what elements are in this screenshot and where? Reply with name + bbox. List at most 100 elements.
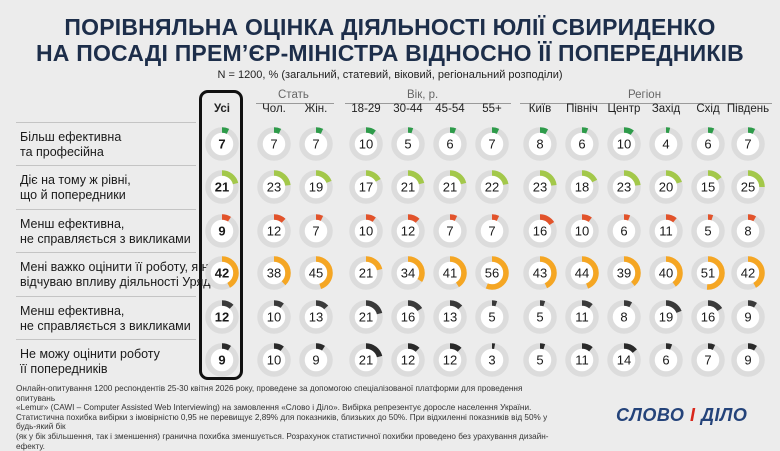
donut-arc: [299, 127, 333, 161]
donut-mark: 8: [607, 300, 641, 334]
donut-value-label: 19: [309, 180, 323, 195]
donut-value-label: 42: [741, 266, 755, 281]
donut-mark: 34: [391, 256, 425, 290]
donut-mark: 7: [299, 214, 333, 248]
donut-value-label: 17: [359, 180, 373, 195]
column-header: 45-54: [435, 103, 465, 115]
donut-arc: [475, 300, 509, 334]
donut-value-label: 8: [620, 310, 627, 325]
donut-mark: 9: [205, 343, 239, 377]
donut-arc: [205, 127, 239, 161]
donut-mark: 25: [731, 170, 765, 204]
donut-arc: [475, 256, 509, 290]
column-header: 55+: [482, 103, 502, 115]
donut-arc: [433, 343, 467, 377]
donut-value-label: 38: [267, 266, 281, 281]
row-label: Мені важко оцінити її роботу, я не відчув…: [20, 260, 216, 289]
donut-value-label: 51: [701, 266, 715, 281]
donut-mark: 7: [299, 127, 333, 161]
column-header: Південь: [726, 103, 770, 115]
donut-mark: 7: [433, 214, 467, 248]
column-header: Схід: [696, 103, 720, 115]
donut-arc: [391, 343, 425, 377]
donut-value-label: 12: [401, 224, 415, 239]
donut-arc: [607, 170, 641, 204]
donut-arc: [391, 127, 425, 161]
footer-line: «Lemur» (CAWI – Computer Assisted Web In…: [16, 403, 532, 413]
donut-value-label: 16: [533, 224, 547, 239]
donut-arc: [731, 300, 765, 334]
donut-mark: 42: [731, 256, 765, 290]
donut-mark: 16: [691, 300, 725, 334]
donut-mark: 3: [475, 343, 509, 377]
donut-value-label: 6: [578, 137, 585, 152]
donut-arc: [523, 170, 557, 204]
donut-arc: [649, 214, 683, 248]
donut-mark: 10: [349, 127, 383, 161]
column-header: Чол.: [262, 103, 286, 115]
donut-arc: [257, 300, 291, 334]
donut-value-label: 10: [359, 224, 373, 239]
donut-value-label: 21: [401, 180, 415, 195]
column-header: Усі: [213, 103, 231, 115]
donut-mark: 16: [391, 300, 425, 334]
donut-arc: [731, 127, 765, 161]
donut-mark: 7: [731, 127, 765, 161]
donut-mark: 10: [607, 127, 641, 161]
donut-value-label: 16: [401, 310, 415, 325]
donut-mark: 13: [433, 300, 467, 334]
donut-arc: [475, 343, 509, 377]
donut-arc: [433, 214, 467, 248]
donut-mark: 12: [257, 214, 291, 248]
donut-value-label: 21: [215, 180, 229, 195]
donut-arc: [731, 343, 765, 377]
donut-mark: 23: [257, 170, 291, 204]
title-line-1: ПОРІВНЯЛЬНА ОЦІНКА ДІЯЛЬНОСТІ ЮЛІЇ СВИРИ…: [64, 14, 716, 40]
donut-value-label: 25: [741, 180, 755, 195]
donut-mark: 40: [649, 256, 683, 290]
donut-value-label: 7: [488, 224, 495, 239]
donut-mark: 15: [691, 170, 725, 204]
donut-mark: 6: [649, 343, 683, 377]
donut-mark: 51: [691, 256, 725, 290]
donut-arc: [649, 300, 683, 334]
column-header: Центр: [607, 103, 641, 115]
donut-arc: [257, 170, 291, 204]
donut-arc: [349, 214, 383, 248]
donut-arc: [433, 300, 467, 334]
donut-value-label: 5: [704, 224, 711, 239]
donut-arc: [257, 256, 291, 290]
donut-value-label: 13: [443, 310, 457, 325]
donut-arc: [349, 127, 383, 161]
donut-arc: [299, 256, 333, 290]
donut-value-label: 11: [575, 353, 589, 368]
donut-mark: 38: [257, 256, 291, 290]
donut-value-label: 41: [443, 266, 457, 281]
donut-mark: 9: [299, 343, 333, 377]
donut-value-label: 21: [359, 310, 373, 325]
footer-line: (як у бік збільшення, так і зменшення) г…: [16, 431, 549, 451]
donut-value-label: 5: [488, 310, 495, 325]
donut-arc: [349, 170, 383, 204]
brand-logo[interactable]: СЛОВО І ДІЛО: [616, 405, 747, 426]
donut-value-label: 10: [359, 137, 373, 152]
donut-arc: [607, 300, 641, 334]
donut-value-label: 21: [359, 353, 373, 368]
donut-mark: 6: [691, 127, 725, 161]
column-header: 18-29: [351, 103, 381, 115]
donut-arc: [205, 343, 239, 377]
donut-mark: 5: [391, 127, 425, 161]
donut-mark: 21: [349, 300, 383, 334]
subtitle: N = 1200, % (загальний, статевий, вікови…: [217, 69, 563, 81]
donut-mark: 7: [475, 214, 509, 248]
donut-arc: [731, 170, 765, 204]
donut-mark: 21: [433, 170, 467, 204]
column-header: 30-44: [393, 103, 423, 115]
donut-mark: 5: [691, 214, 725, 248]
donut-mark: 21: [391, 170, 425, 204]
donut-arc: [205, 170, 239, 204]
donut-mark: 5: [523, 300, 557, 334]
donut-value-label: 21: [443, 180, 457, 195]
donut-arc: [299, 214, 333, 248]
donut-mark: 11: [565, 343, 599, 377]
